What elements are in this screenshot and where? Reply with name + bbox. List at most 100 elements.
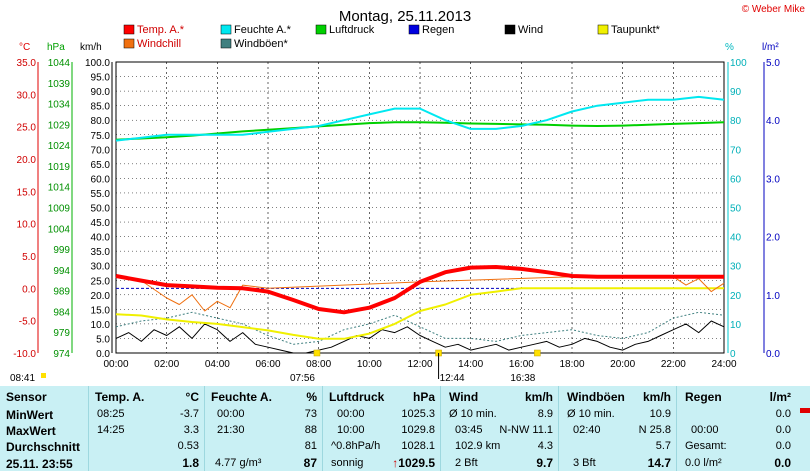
humidity-tick-label: 80 bbox=[730, 116, 742, 127]
legend-swatch bbox=[315, 24, 327, 35]
pressure-tick-label: 1024 bbox=[48, 141, 71, 152]
gust-beaufort: 3 Bft bbox=[573, 457, 596, 469]
time-tick-label: 02:00 bbox=[154, 359, 179, 370]
gust-avg-label: Ø 10 min. bbox=[567, 408, 615, 420]
pressure-tick-label: 1029 bbox=[48, 120, 71, 131]
time-tick-label: 20:00 bbox=[610, 359, 635, 370]
humidity-tick-label: 50 bbox=[730, 204, 742, 215]
weather-chart: Montag, 25.11.2013 © Weber Mike Temp. A.… bbox=[10, 4, 806, 384]
humidity-min-time: 00:00 bbox=[217, 408, 245, 420]
stats-col-gust: Windböen km/h Ø 10 min. 10.9 02:40 N 25.… bbox=[558, 386, 677, 471]
speed-tick-label: 45.0 bbox=[91, 218, 111, 229]
rising-arrow-icon: ↑ bbox=[392, 456, 399, 470]
wind-col-header: Wind bbox=[449, 390, 479, 404]
speed-tick-label: 80.0 bbox=[91, 116, 111, 127]
speed-tick-label: 55.0 bbox=[91, 189, 111, 200]
copyright-label: © Weber Mike bbox=[742, 4, 806, 15]
humidity-tick-label: 20 bbox=[730, 291, 742, 302]
rain-current-label: 0.0 l/m² bbox=[685, 457, 722, 469]
temp-tick-label: 30.0 bbox=[17, 90, 37, 101]
pressure-tick-label: 1019 bbox=[48, 162, 71, 173]
pressure-tick-label: 994 bbox=[53, 266, 70, 277]
legend-label: Regen bbox=[422, 24, 454, 36]
temp-col-unit: °C bbox=[185, 390, 199, 404]
legend-label: Feuchte A.* bbox=[234, 24, 292, 36]
sunrise-marker bbox=[313, 349, 321, 357]
stats-row-max: MaxWert bbox=[6, 424, 56, 438]
time-tick-label: 00:00 bbox=[103, 359, 128, 370]
stats-current-datetime: 25.11. 23:55 bbox=[6, 457, 73, 471]
rain-tick-label: 5.0 bbox=[766, 58, 780, 69]
pressure-tick-label: 1034 bbox=[48, 100, 71, 111]
stats-row-sensor: Sensor bbox=[6, 390, 47, 404]
speed-tick-label: 25.0 bbox=[91, 276, 111, 287]
humidity-absolute: 4.77 g/m³ bbox=[215, 457, 262, 469]
sunset-marker bbox=[534, 349, 541, 357]
pressure-col-header: Luftdruck bbox=[329, 390, 385, 404]
legend-swatch bbox=[123, 38, 135, 49]
speed-tick-label: 10.0 bbox=[91, 320, 111, 331]
time-tick-label: 06:00 bbox=[255, 359, 280, 370]
legend-swatch bbox=[123, 24, 135, 35]
chart-legend: Temp. A.* Feuchte A.* Luftdruck Regen Wind Ta… bbox=[123, 24, 661, 50]
speed-tick-label: 50.0 bbox=[91, 204, 111, 215]
speed-tick-label: 60.0 bbox=[91, 174, 111, 185]
temp-tick-label: 5.0 bbox=[22, 252, 36, 263]
gust-avg2-value: 5.7 bbox=[655, 440, 671, 452]
pressure-unit-label: hPa bbox=[47, 42, 65, 53]
temp-min-value: -3.7 bbox=[180, 408, 199, 420]
pressure-max-time: 10:00 bbox=[337, 424, 365, 436]
humidity-avg-value: 81 bbox=[304, 440, 317, 452]
gust-max-value: N 25.8 bbox=[638, 424, 671, 436]
temp-current-value: 1.8 bbox=[182, 456, 199, 470]
legend-label: Temp. A.* bbox=[137, 24, 185, 36]
rain-col-unit: l/m² bbox=[769, 390, 791, 404]
time-tick-label: 12:00 bbox=[407, 359, 432, 370]
rain-tick-label: 1.0 bbox=[766, 291, 780, 302]
humidity-tick-label: 60 bbox=[730, 174, 742, 185]
speed-tick-label: 5.0 bbox=[96, 334, 110, 345]
rain-tick-label: 3.0 bbox=[766, 174, 780, 185]
humidity-tick-label: 40 bbox=[730, 233, 742, 244]
gust-avg-value: 10.9 bbox=[649, 408, 671, 420]
gust-col-header: Windböen bbox=[567, 390, 625, 404]
pressure-current-number: 1029.5 bbox=[398, 456, 435, 470]
speed-tick-label: 30.0 bbox=[91, 262, 111, 273]
speed-tick-label: 90.0 bbox=[91, 87, 111, 98]
rain-min-value: 0.0 bbox=[775, 408, 791, 420]
pressure-min-time: 00:00 bbox=[337, 408, 365, 420]
rain-tick-label: 0.0 bbox=[766, 349, 780, 360]
humidity-unit-label: % bbox=[725, 42, 734, 53]
humidity-current-value: 87 bbox=[303, 456, 317, 470]
pressure-tick-label: 999 bbox=[53, 245, 70, 256]
humidity-max-value: 88 bbox=[304, 424, 317, 436]
speed-tick-label: 15.0 bbox=[91, 305, 111, 316]
wind-beaufort: 2 Bft bbox=[455, 457, 478, 469]
noon-marker-label: 12:44 bbox=[440, 373, 465, 384]
pressure-tick-label: 1044 bbox=[48, 58, 71, 69]
rain-unit-label: l/m² bbox=[762, 42, 779, 53]
speed-tick-label: 0.0 bbox=[96, 349, 110, 360]
sunrise-left-label: 08:41 bbox=[10, 373, 35, 384]
time-tick-label: 08:00 bbox=[306, 359, 331, 370]
wind-avg-value: 8.9 bbox=[537, 408, 553, 420]
speed-tick-label: 40.0 bbox=[91, 233, 111, 244]
rain-col-header: Regen bbox=[685, 390, 722, 404]
pressure-trend: ^0.8hPa/h bbox=[331, 440, 381, 452]
humidity-col-header: Feuchte A. bbox=[211, 390, 272, 404]
rain-time: 00:00 bbox=[691, 424, 719, 436]
temp-tick-label: 25.0 bbox=[17, 123, 37, 134]
legend-swatch bbox=[504, 24, 516, 35]
time-tick-label: 10:00 bbox=[357, 359, 382, 370]
speed-tick-label: 85.0 bbox=[91, 102, 111, 113]
gust-current-value: 14.7 bbox=[647, 456, 671, 470]
time-tick-label: 22:00 bbox=[661, 359, 686, 370]
speed-tick-label: 65.0 bbox=[91, 160, 111, 171]
speed-tick-label: 35.0 bbox=[91, 247, 111, 258]
pressure-tick-label: 1039 bbox=[48, 79, 71, 90]
wind-col-unit: km/h bbox=[524, 390, 553, 404]
stats-col-wind: Wind km/h Ø 10 min. 8.9 03:45 N-NW 11.1 … bbox=[440, 386, 559, 471]
sun-icon bbox=[41, 373, 46, 378]
temp-tick-label: -10.0 bbox=[13, 349, 36, 360]
humidity-min-value: 73 bbox=[304, 408, 317, 420]
